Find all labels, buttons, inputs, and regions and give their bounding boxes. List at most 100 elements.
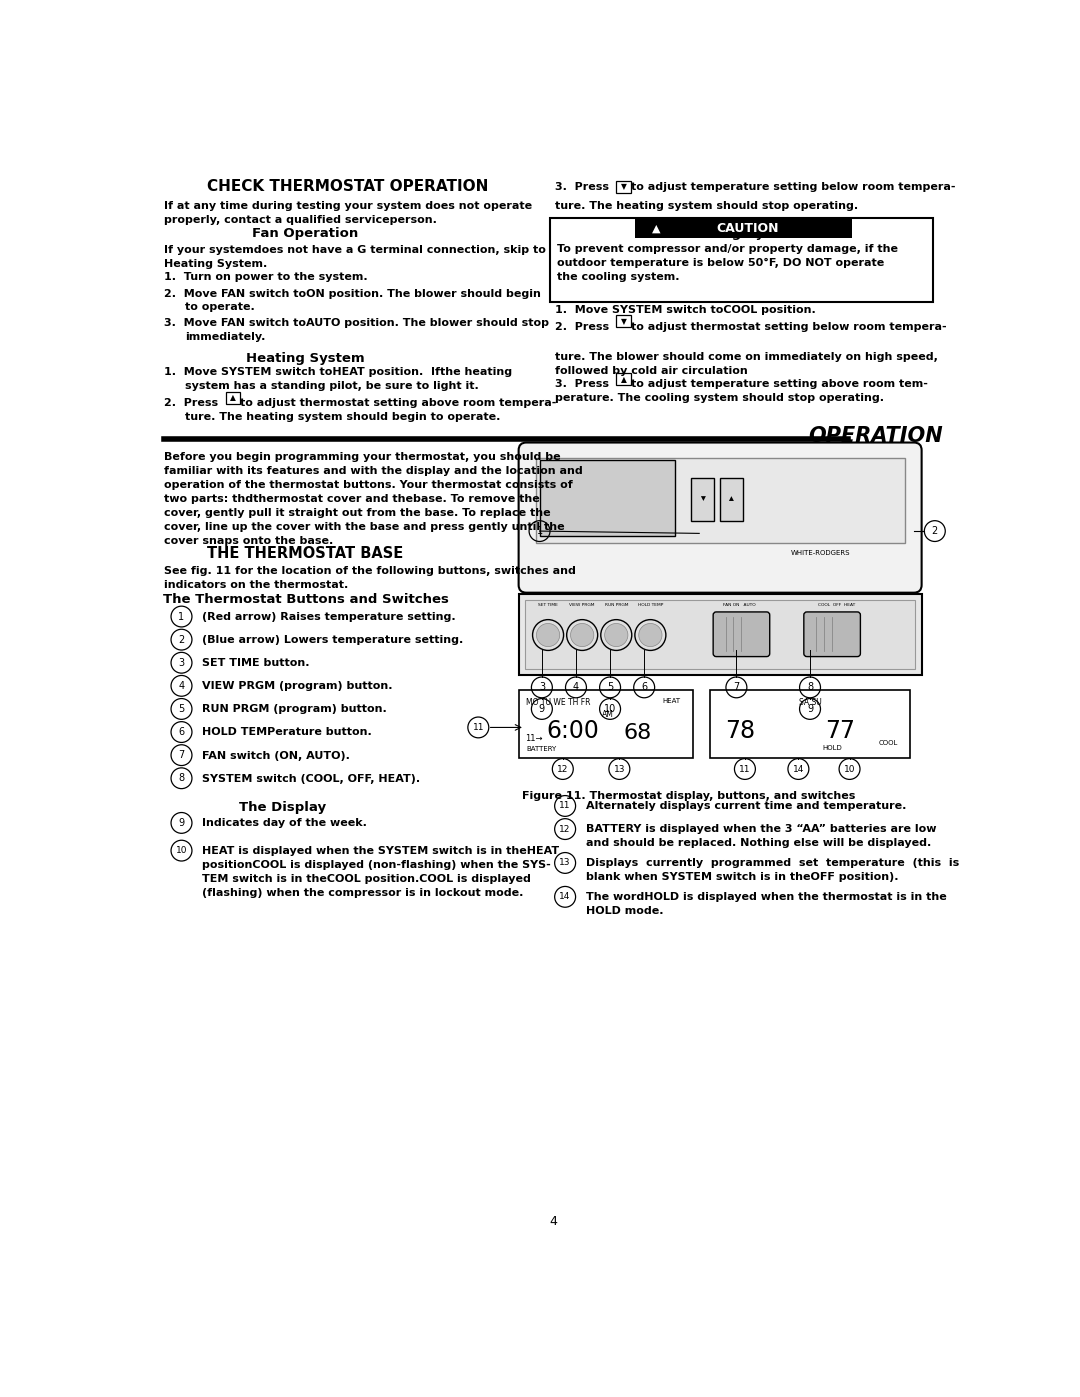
Text: RUN PRGM (program) button.: RUN PRGM (program) button.	[202, 704, 387, 714]
Text: 8: 8	[178, 774, 185, 784]
Text: to operate.: to operate.	[186, 302, 255, 313]
Text: 77: 77	[825, 719, 854, 743]
Text: THE THERMOSTAT BASE: THE THERMOSTAT BASE	[207, 546, 404, 562]
Text: 2: 2	[178, 634, 185, 644]
Text: SYSTEM switch (COOL, OFF, HEAT).: SYSTEM switch (COOL, OFF, HEAT).	[202, 774, 420, 784]
FancyBboxPatch shape	[691, 478, 714, 521]
Text: SET TIME button.: SET TIME button.	[202, 658, 309, 668]
Text: CHECK THERMOSTAT OPERATION: CHECK THERMOSTAT OPERATION	[207, 179, 489, 194]
Text: Displays  currently  programmed  set  temperature  (this  is
blank when SYSTEM s: Displays currently programmed set temper…	[586, 858, 959, 883]
Text: ▸: ▸	[727, 496, 737, 500]
Text: 11→: 11→	[525, 733, 542, 743]
Circle shape	[570, 623, 594, 647]
Text: 6:00: 6:00	[546, 719, 599, 743]
FancyBboxPatch shape	[617, 316, 631, 327]
Text: ture. The heating system should stop operating.: ture. The heating system should stop ope…	[555, 201, 859, 211]
Text: 1: 1	[537, 527, 542, 536]
Text: VIEW PRGM (program) button.: VIEW PRGM (program) button.	[202, 682, 392, 692]
Text: ▼: ▼	[621, 182, 626, 191]
Text: 14: 14	[793, 764, 805, 774]
Text: Alternately displays current time and temperature.: Alternately displays current time and te…	[586, 802, 906, 812]
Text: To prevent compressor and/or property damage, if the
outdoor temperature is belo: To prevent compressor and/or property da…	[557, 244, 899, 282]
Text: Heating System: Heating System	[246, 352, 365, 365]
Circle shape	[537, 623, 559, 647]
FancyBboxPatch shape	[710, 690, 910, 759]
Text: 8: 8	[807, 682, 813, 693]
Text: RUN PRGM: RUN PRGM	[605, 604, 629, 608]
FancyBboxPatch shape	[518, 690, 693, 759]
Text: 68: 68	[623, 722, 651, 743]
FancyBboxPatch shape	[720, 478, 743, 521]
Text: 13: 13	[559, 858, 571, 868]
Text: MO TU WE TH FR: MO TU WE TH FR	[526, 698, 591, 707]
FancyBboxPatch shape	[550, 218, 933, 302]
Text: 3.  Move FAN switch toAUTO position. The blower should stop: 3. Move FAN switch toAUTO position. The …	[164, 317, 550, 328]
Text: COOL: COOL	[879, 740, 899, 746]
Text: See fig. 11 for the location of the following buttons, switches and
indicators o: See fig. 11 for the location of the foll…	[164, 566, 577, 590]
Text: SET TIME: SET TIME	[538, 604, 558, 608]
Text: immediately.: immediately.	[186, 332, 266, 342]
Text: Fan Operation: Fan Operation	[253, 226, 359, 240]
Text: ▲: ▲	[651, 224, 660, 233]
FancyBboxPatch shape	[713, 612, 770, 657]
Text: 5: 5	[178, 704, 185, 714]
FancyBboxPatch shape	[804, 612, 861, 657]
FancyBboxPatch shape	[525, 601, 916, 669]
Text: 2.  Press: 2. Press	[164, 398, 218, 408]
Text: 4: 4	[572, 682, 579, 693]
Text: 6: 6	[178, 726, 185, 738]
Circle shape	[605, 623, 627, 647]
Text: to adjust temperature setting below room tempera-: to adjust temperature setting below room…	[631, 182, 956, 191]
Text: ▲: ▲	[230, 393, 235, 402]
Text: 9: 9	[178, 817, 185, 828]
Text: 11: 11	[739, 764, 751, 774]
Text: system has a standing pilot, be sure to light it.: system has a standing pilot, be sure to …	[186, 381, 480, 391]
Text: BATTERY is displayed when the 3 “AA” batteries are low
and should be replaced. N: BATTERY is displayed when the 3 “AA” bat…	[586, 824, 936, 848]
Text: Cooling System: Cooling System	[686, 226, 801, 240]
Text: If at any time during testing your system does not operate
properly, contact a q: If at any time during testing your syste…	[164, 201, 532, 225]
Text: Figure 11. Thermostat display, buttons, and switches: Figure 11. Thermostat display, buttons, …	[523, 791, 855, 800]
Text: 2: 2	[932, 527, 937, 536]
Text: FAN switch (ON, AUTO).: FAN switch (ON, AUTO).	[202, 750, 350, 760]
FancyBboxPatch shape	[518, 594, 921, 675]
Text: 11: 11	[559, 802, 571, 810]
Text: The Thermostat Buttons and Switches: The Thermostat Buttons and Switches	[163, 594, 448, 606]
Text: 14: 14	[559, 893, 571, 901]
FancyBboxPatch shape	[540, 460, 675, 536]
Text: VIEW PRGM: VIEW PRGM	[569, 604, 595, 608]
Text: to adjust thermostat setting above room tempera-: to adjust thermostat setting above room …	[241, 398, 557, 408]
Text: SA SU: SA SU	[798, 698, 822, 707]
Text: HOLD TEMP: HOLD TEMP	[637, 604, 663, 608]
FancyBboxPatch shape	[617, 373, 631, 386]
Text: 12: 12	[559, 824, 571, 834]
Text: 3.  Press: 3. Press	[555, 182, 609, 191]
Text: 9: 9	[539, 704, 545, 714]
Text: 4: 4	[178, 680, 185, 692]
FancyBboxPatch shape	[518, 443, 921, 592]
Text: 1.  Move SYSTEM switch toCOOL position.: 1. Move SYSTEM switch toCOOL position.	[555, 306, 815, 316]
Text: 4: 4	[550, 1215, 557, 1228]
Text: 5: 5	[607, 682, 613, 693]
Text: 10: 10	[176, 847, 187, 855]
Text: perature. The cooling system should stop operating.: perature. The cooling system should stop…	[555, 393, 885, 404]
Text: ▲: ▲	[621, 374, 626, 384]
Text: HOLD TEMPerature button.: HOLD TEMPerature button.	[202, 728, 372, 738]
Text: FAN ON   AUTO: FAN ON AUTO	[724, 604, 756, 608]
Text: 11: 11	[473, 722, 484, 732]
Text: WHITE-RODGERS: WHITE-RODGERS	[792, 549, 851, 556]
Text: The wordHOLD is displayed when the thermostat is in the
HOLD mode.: The wordHOLD is displayed when the therm…	[586, 893, 947, 916]
Text: ▼: ▼	[621, 317, 626, 326]
Text: ture. The heating system should begin to operate.: ture. The heating system should begin to…	[186, 412, 501, 422]
Text: 6: 6	[642, 682, 647, 693]
Circle shape	[638, 623, 662, 647]
Text: (Blue arrow) Lowers temperature setting.: (Blue arrow) Lowers temperature setting.	[202, 636, 463, 645]
Text: 2.  Press: 2. Press	[555, 323, 609, 332]
Text: 12: 12	[557, 764, 568, 774]
Text: Before you begin programming your thermostat, you should be
familiar with its fe: Before you begin programming your thermo…	[164, 451, 583, 546]
Text: Indicates day of the week.: Indicates day of the week.	[202, 819, 366, 828]
FancyBboxPatch shape	[536, 458, 905, 542]
Text: HEAT: HEAT	[662, 698, 680, 704]
Text: BATTERY: BATTERY	[526, 746, 556, 752]
Text: The Display: The Display	[239, 802, 326, 814]
Text: 10: 10	[604, 704, 617, 714]
